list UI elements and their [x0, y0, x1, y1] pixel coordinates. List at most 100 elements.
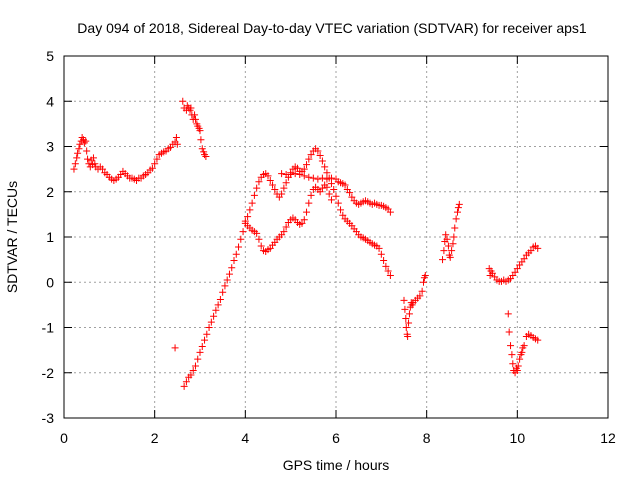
data-point [377, 250, 385, 258]
data-point [180, 382, 188, 390]
data-point [451, 224, 459, 232]
data-point [307, 191, 315, 199]
data-point [182, 378, 190, 386]
data-point [405, 319, 413, 327]
data-point [334, 199, 342, 207]
data-point [382, 262, 390, 270]
data-point [264, 172, 272, 180]
data-point [246, 206, 254, 214]
data-point [318, 174, 326, 182]
data-point [187, 371, 195, 379]
data-point [296, 171, 304, 179]
data-point [191, 115, 199, 123]
data-point [198, 145, 206, 153]
data-point [280, 228, 288, 236]
data-point [266, 176, 274, 184]
x-tick-label: 8 [423, 430, 431, 446]
data-point [444, 242, 452, 250]
data-point [196, 127, 204, 135]
y-tick-label: 2 [46, 184, 54, 200]
data-point [305, 173, 313, 181]
data-point [321, 163, 329, 171]
data-point [419, 278, 427, 286]
data-point [248, 199, 256, 207]
data-point [203, 330, 211, 338]
y-tick-label: 3 [46, 139, 54, 155]
data-point [401, 305, 409, 313]
x-axis-label: GPS time / hours [283, 457, 390, 473]
data-point [194, 355, 202, 363]
data-point [282, 179, 290, 187]
data-point [214, 301, 222, 309]
data-point [225, 270, 233, 278]
data-point [509, 360, 517, 368]
data-point [212, 306, 220, 314]
grid-lines [64, 56, 608, 418]
x-tick-label: 12 [600, 430, 616, 446]
data-point [314, 147, 322, 155]
data-point [400, 296, 408, 304]
data-point [327, 174, 335, 182]
x-tick-label: 2 [151, 430, 159, 446]
data-point [255, 235, 263, 243]
data-point [202, 152, 210, 160]
data-point [348, 193, 356, 201]
data-point [80, 139, 88, 147]
data-point [442, 231, 450, 239]
data-point [454, 204, 462, 212]
data-point [282, 223, 290, 231]
y-tick-label: 0 [46, 274, 54, 290]
data-point [89, 154, 97, 162]
data-point [516, 355, 524, 363]
y-axis-label: SDTVAR / TECUs [4, 181, 20, 293]
data-point [241, 217, 249, 225]
data-point [449, 240, 457, 248]
data-point [196, 348, 204, 356]
data-point [207, 318, 215, 326]
x-tick-label: 0 [60, 430, 68, 446]
data-point [300, 165, 308, 173]
data-point [323, 169, 331, 177]
y-tick-label: 5 [46, 48, 54, 64]
data-point [73, 154, 81, 162]
data-point [237, 235, 245, 243]
data-point [520, 255, 528, 263]
data-point [520, 342, 528, 350]
data-point [375, 244, 383, 252]
data-point [235, 243, 243, 251]
data-point [201, 151, 209, 159]
data-point [527, 247, 535, 255]
data-point [405, 310, 413, 318]
data-point [84, 155, 92, 163]
data-point [386, 208, 394, 216]
data-point [153, 155, 161, 163]
data-point [191, 362, 199, 370]
data-point [416, 292, 424, 300]
data-point [255, 178, 263, 186]
data-point [504, 310, 512, 318]
data-point [346, 189, 354, 197]
data-point [518, 348, 526, 356]
data-points [70, 97, 542, 390]
data-point [511, 268, 519, 276]
data-point [337, 206, 345, 214]
data-point [244, 213, 252, 221]
y-tick-label: -2 [42, 365, 55, 381]
data-point [534, 244, 542, 252]
data-point [508, 351, 516, 359]
data-point [191, 111, 199, 119]
data-point [505, 328, 513, 336]
data-point [402, 314, 410, 322]
data-point [278, 170, 286, 178]
data-point [91, 160, 99, 168]
data-point [291, 170, 299, 178]
data-point [253, 184, 261, 192]
data-point [339, 211, 347, 219]
data-point [507, 342, 515, 350]
data-point [221, 282, 229, 290]
data-point [173, 140, 181, 148]
data-point [189, 366, 197, 374]
data-point [440, 247, 448, 255]
data-point [71, 160, 79, 168]
